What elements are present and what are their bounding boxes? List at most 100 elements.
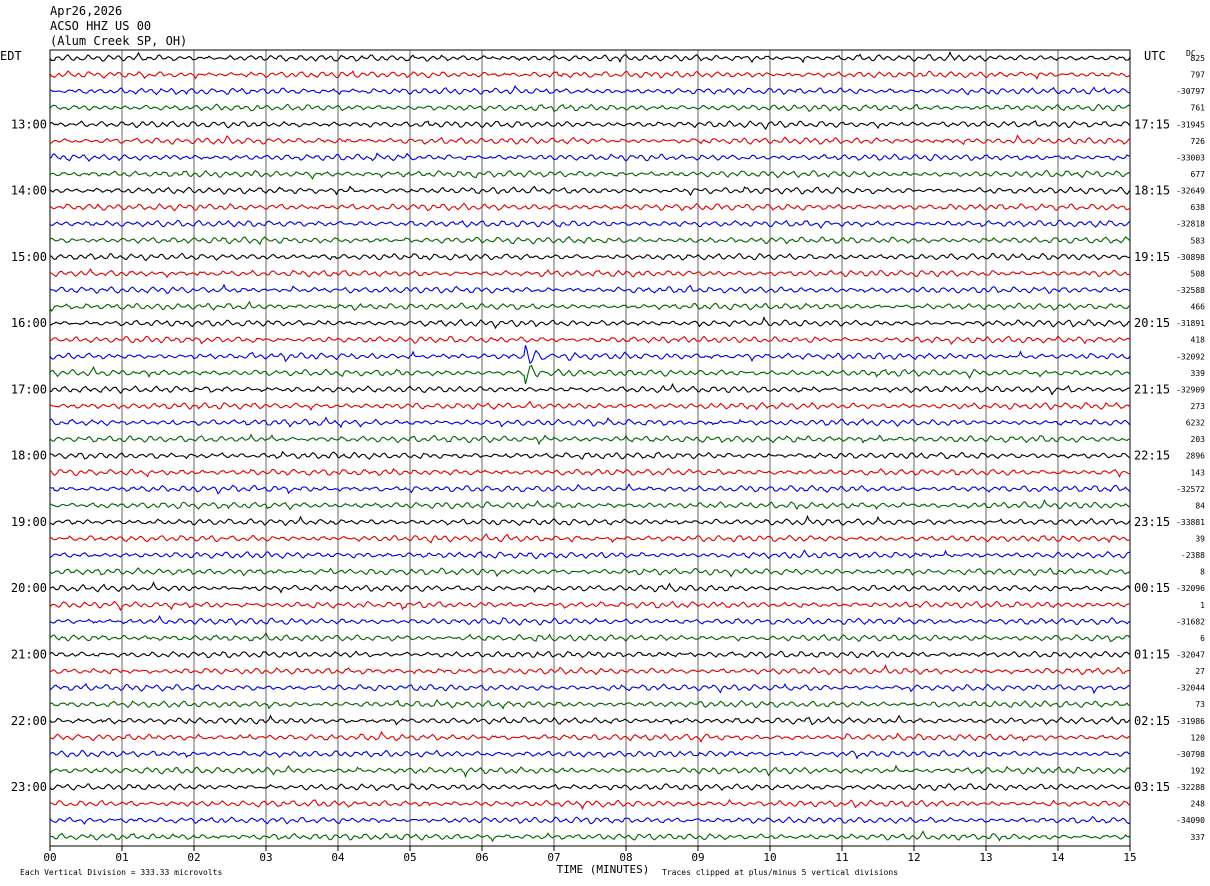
x-tick-label: 12 bbox=[907, 851, 920, 864]
dc-offset-label: -32909 bbox=[1176, 385, 1205, 394]
x-tick-label: 11 bbox=[835, 851, 848, 864]
dc-offset-label: 508 bbox=[1191, 269, 1206, 278]
x-axis-title: TIME (MINUTES) bbox=[557, 863, 650, 876]
header-location: (Alum Creek SP, OH) bbox=[50, 34, 188, 48]
trace-line bbox=[49, 50, 1131, 64]
header-station: ACSO HHZ US 00 bbox=[50, 19, 152, 33]
dc-offset-label: 1 bbox=[1200, 601, 1205, 610]
utc-hour-label: 21:15 bbox=[1134, 382, 1170, 396]
x-tick-label: 14 bbox=[1051, 851, 1065, 864]
edt-hour-label: 22:00 bbox=[11, 714, 47, 728]
utc-hour-label: 22:15 bbox=[1134, 449, 1170, 463]
trace-line bbox=[49, 498, 1131, 511]
utc-hour-label: 19:15 bbox=[1134, 250, 1170, 264]
x-tick-label: 03 bbox=[259, 851, 272, 864]
trace-line bbox=[49, 202, 1131, 212]
trace-line bbox=[49, 615, 1131, 626]
x-tick-label: 02 bbox=[187, 851, 200, 864]
dc-offset-label: 638 bbox=[1191, 203, 1206, 212]
trace-line bbox=[49, 364, 1131, 385]
trace-line bbox=[49, 152, 1131, 162]
trace-line bbox=[49, 783, 1131, 792]
x-tick-label: 01 bbox=[115, 851, 128, 864]
seismic-traces bbox=[49, 50, 1131, 843]
trace-line bbox=[49, 433, 1131, 446]
dc-offset-label: 27 bbox=[1195, 667, 1205, 676]
utc-hour-label: 20:15 bbox=[1134, 316, 1170, 330]
trace-line bbox=[49, 235, 1131, 246]
x-tick-label: 09 bbox=[691, 851, 704, 864]
dc-offset-label: -32588 bbox=[1176, 286, 1205, 295]
x-tick-label: 06 bbox=[475, 851, 488, 864]
trace-line bbox=[49, 450, 1131, 460]
dc-offset-label: 8 bbox=[1200, 568, 1205, 577]
dc-offset-label: -32818 bbox=[1176, 220, 1205, 229]
trace-line bbox=[49, 699, 1131, 710]
dc-offset-label: 203 bbox=[1191, 435, 1206, 444]
dc-offset-label: 84 bbox=[1195, 501, 1205, 510]
trace-line bbox=[49, 764, 1131, 779]
dc-offset-label: 273 bbox=[1191, 402, 1206, 411]
edt-hour-label: 18:00 bbox=[11, 449, 47, 463]
x-tick-label: 04 bbox=[331, 851, 345, 864]
trace-line bbox=[49, 268, 1131, 279]
trace-line bbox=[49, 714, 1131, 726]
dc-offset-label: 418 bbox=[1191, 336, 1206, 345]
trace-line bbox=[49, 682, 1131, 695]
dc-offset-label: -32288 bbox=[1176, 783, 1205, 792]
utc-hour-label: 17:15 bbox=[1134, 117, 1170, 131]
dc-offset-label: 726 bbox=[1191, 137, 1206, 146]
trace-line bbox=[49, 467, 1131, 478]
grid-lines bbox=[49, 49, 1131, 851]
utc-hour-label: 02:15 bbox=[1134, 714, 1170, 728]
trace-line bbox=[49, 185, 1131, 197]
x-tick-label: 15 bbox=[1123, 851, 1136, 864]
utc-hour-label: 23:15 bbox=[1134, 515, 1170, 529]
trace-line bbox=[49, 798, 1131, 811]
dc-offset-label: 761 bbox=[1191, 104, 1206, 113]
trace-line bbox=[49, 85, 1131, 96]
trace-line bbox=[49, 120, 1131, 131]
trace-line bbox=[49, 335, 1131, 346]
dc-offset-label: -30798 bbox=[1176, 750, 1205, 759]
trace-line bbox=[49, 416, 1131, 429]
dc-offset-label: 2896 bbox=[1186, 452, 1205, 461]
header-date: Apr26,2026 bbox=[50, 4, 123, 18]
dc-offset-label: 339 bbox=[1191, 369, 1206, 378]
edt-hour-label: 19:00 bbox=[11, 515, 47, 529]
trace-line bbox=[49, 730, 1131, 744]
dc-offset-label: 677 bbox=[1191, 170, 1206, 179]
clipping-note: Traces clipped at plus/minus 5 vertical … bbox=[662, 868, 898, 877]
dc-offset-label: -31945 bbox=[1176, 120, 1205, 129]
dc-offset-label: 73 bbox=[1195, 700, 1205, 709]
vertical-division-note: Each Vertical Division = 333.33 microvol… bbox=[20, 868, 222, 877]
dc-offset-label: -32096 bbox=[1176, 584, 1205, 593]
dc-offset-label: 120 bbox=[1191, 733, 1206, 742]
dc-offset-label: -30797 bbox=[1176, 87, 1205, 96]
dc-offset-label: -2388 bbox=[1181, 551, 1205, 560]
dc-offset-label: 192 bbox=[1191, 767, 1206, 776]
dc-offset-label: -31891 bbox=[1176, 319, 1205, 328]
utc-hour-label: 03:15 bbox=[1134, 780, 1170, 794]
trace-line bbox=[49, 316, 1131, 330]
x-tick-label: 05 bbox=[403, 851, 416, 864]
utc-hour-label: 01:15 bbox=[1134, 648, 1170, 662]
dc-offset-label: -32572 bbox=[1176, 485, 1205, 494]
edt-hour-label: 14:00 bbox=[11, 184, 47, 198]
dc-offset-label: 797 bbox=[1191, 71, 1206, 80]
trace-line bbox=[49, 134, 1131, 146]
edt-label: EDT bbox=[0, 49, 22, 63]
trace-line bbox=[49, 70, 1131, 80]
utc-hour-label: 00:15 bbox=[1134, 581, 1170, 595]
dc-offset-label: -31986 bbox=[1176, 717, 1205, 726]
trace-line bbox=[49, 400, 1131, 412]
x-tick-label: 08 bbox=[619, 851, 632, 864]
trace-line bbox=[49, 345, 1131, 365]
x-tick-label: 13 bbox=[979, 851, 992, 864]
trace-line bbox=[49, 533, 1131, 544]
dc-offset-label: 248 bbox=[1191, 800, 1206, 809]
trace-line bbox=[49, 650, 1131, 659]
edt-hour-label: 21:00 bbox=[11, 648, 47, 662]
edt-hour-label: 16:00 bbox=[11, 316, 47, 330]
